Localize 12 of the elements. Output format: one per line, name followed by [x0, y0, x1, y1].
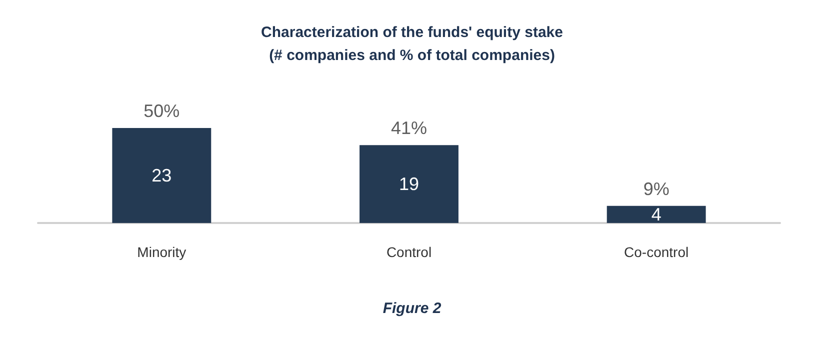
- data-label: 50%: [144, 101, 180, 121]
- x-tick-label: Minority: [137, 244, 186, 260]
- annotation: 19: [398, 174, 420, 194]
- data-label: 41%: [390, 118, 428, 138]
- annotation: 23: [152, 166, 172, 186]
- x-tick-label: Control: [386, 244, 432, 260]
- chart-title: Characterization of the funds' equity stake: [261, 24, 563, 41]
- chart-subtitle: (# companies and % of total companies): [269, 47, 555, 64]
- caption: Figure 2: [382, 300, 442, 317]
- x-tick-label: Co-control: [624, 244, 689, 260]
- data-label: 9%: [643, 178, 670, 199]
- annotation: 4: [651, 204, 662, 224]
